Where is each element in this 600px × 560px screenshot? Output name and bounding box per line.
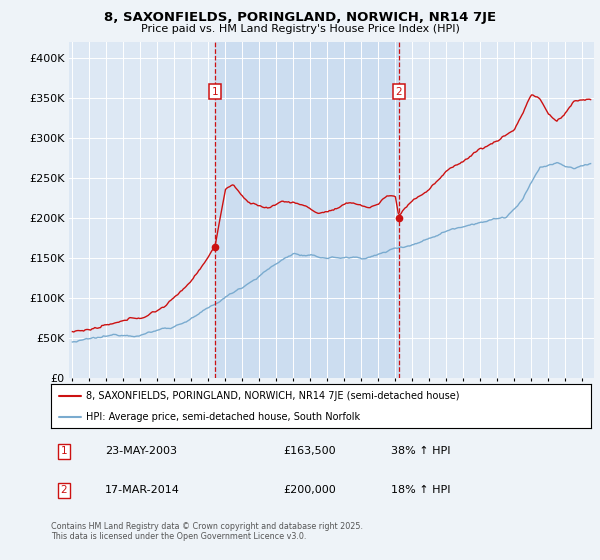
Text: 8, SAXONFIELDS, PORINGLAND, NORWICH, NR14 7JE: 8, SAXONFIELDS, PORINGLAND, NORWICH, NR1… <box>104 11 496 24</box>
Text: £200,000: £200,000 <box>283 485 336 495</box>
Text: 2: 2 <box>61 485 67 495</box>
Text: 1: 1 <box>61 446 67 456</box>
Text: 23-MAY-2003: 23-MAY-2003 <box>105 446 177 456</box>
Text: 8, SAXONFIELDS, PORINGLAND, NORWICH, NR14 7JE (semi-detached house): 8, SAXONFIELDS, PORINGLAND, NORWICH, NR1… <box>86 391 460 401</box>
Text: Contains HM Land Registry data © Crown copyright and database right 2025.
This d: Contains HM Land Registry data © Crown c… <box>51 522 363 542</box>
Text: 2: 2 <box>395 87 402 97</box>
Bar <box>215 42 399 378</box>
Text: 17-MAR-2014: 17-MAR-2014 <box>105 485 180 495</box>
Text: 38% ↑ HPI: 38% ↑ HPI <box>391 446 451 456</box>
Text: HPI: Average price, semi-detached house, South Norfolk: HPI: Average price, semi-detached house,… <box>86 412 360 422</box>
Text: 1: 1 <box>211 87 218 97</box>
Text: Price paid vs. HM Land Registry's House Price Index (HPI): Price paid vs. HM Land Registry's House … <box>140 24 460 34</box>
Text: £163,500: £163,500 <box>283 446 336 456</box>
Text: 18% ↑ HPI: 18% ↑ HPI <box>391 485 451 495</box>
